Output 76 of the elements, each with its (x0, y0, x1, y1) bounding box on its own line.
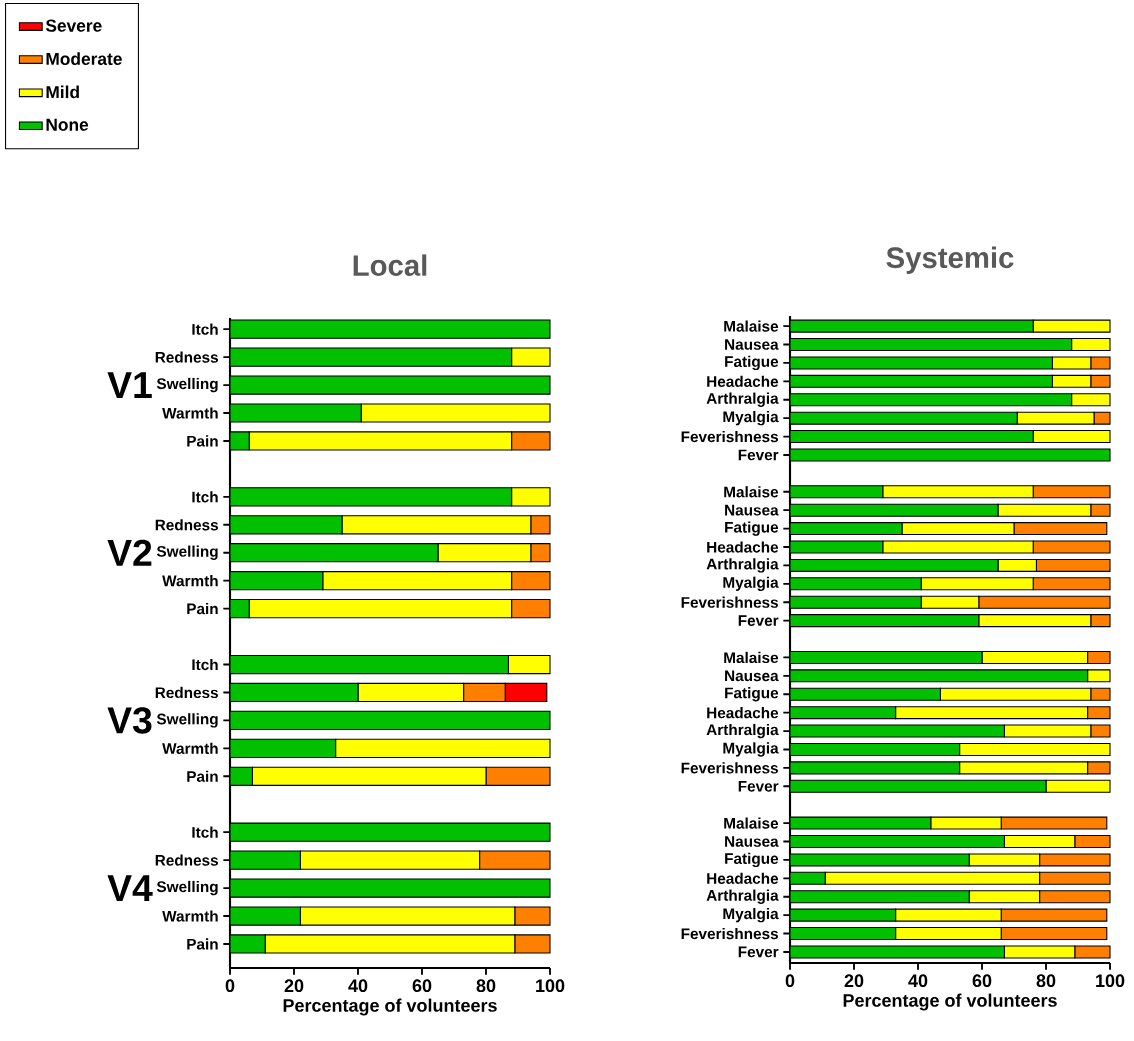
text: V3 (107, 707, 152, 734)
y-tick-label: Fatigue (725, 521, 779, 536)
y-tick-label: Itch (192, 491, 218, 503)
x-tick-label: 20 (284, 979, 304, 993)
y-tick-label: Fatigue (725, 355, 779, 371)
y-tick-label: Nausea (725, 670, 779, 682)
x-tick-label: 40 (348, 979, 368, 993)
y-tick-label: Fever (738, 449, 779, 461)
y-tick-label: Fatigue (725, 852, 779, 868)
y-tick-label: Pain (187, 938, 218, 950)
x-tick-label: 40 (908, 974, 928, 988)
y-tick-label: Redness (155, 519, 218, 531)
x-tick-label: 100 (536, 979, 565, 993)
y-tick-label: Headache (707, 872, 779, 884)
y-tick-label: Feverishness (681, 927, 778, 940)
y-tick-label: Fever (738, 780, 779, 792)
y-tick-label: Fatigue (725, 687, 779, 702)
x-axis-title: Percentage of volunteers (843, 993, 1057, 1011)
y-tick-label: Malaise (724, 486, 779, 498)
text: V4 (107, 875, 153, 901)
x-tick-label: 60 (972, 974, 992, 988)
y-tick-label: Swelling (156, 377, 218, 393)
y-tick-label: Warmth (162, 910, 218, 922)
x-axis-title: Percentage of volunteers (283, 998, 497, 1016)
y-tick-label: Headache (707, 375, 779, 387)
y-tick-label: Pain (187, 603, 218, 615)
legend-label: Moderate (46, 52, 122, 66)
y-tick-label: Pain (187, 435, 218, 447)
y-tick-label: Feverishness (681, 596, 778, 608)
y-tick-label: Warmth (162, 575, 218, 587)
legend-label: None (46, 118, 89, 131)
y-tick-label: Arthralgia (706, 889, 779, 904)
y-tick-label: Malaise (724, 817, 779, 829)
x-tick-label: 80 (476, 979, 496, 993)
x-tick-label: 0 (225, 979, 235, 993)
y-tick-label: Pain (187, 770, 218, 782)
y-tick-label: Myalgia (723, 410, 779, 426)
text: V2 (107, 539, 152, 566)
y-tick-label: Malaise (724, 651, 779, 664)
legend-label: Mild (46, 85, 79, 99)
y-tick-label: Myalgia (723, 907, 779, 923)
y-tick-label: Swelling (156, 713, 218, 728)
y-tick-label: Myalgia (723, 576, 779, 591)
y-tick-label: Arthralgia (706, 392, 779, 407)
text: V1 (107, 372, 152, 398)
y-tick-label: Arthralgia (706, 723, 779, 739)
y-tick-label: Fever (738, 946, 779, 958)
y-tick-label: Headache (707, 541, 779, 553)
chart-title: Systemic (886, 246, 1014, 274)
y-tick-label: Itch (192, 323, 218, 335)
y-tick-label: Arthralgia (706, 558, 779, 573)
y-tick-label: Myalgia (723, 742, 779, 757)
y-tick-label: Itch (192, 658, 218, 671)
y-tick-label: Headache (707, 707, 779, 719)
y-tick-label: Swelling (156, 545, 218, 560)
x-tick-label: 20 (844, 974, 864, 988)
y-tick-label: Nausea (725, 339, 779, 350)
y-tick-label: Redness (155, 854, 218, 866)
y-tick-label: Itch (192, 826, 218, 838)
y-tick-label: Feverishness (681, 430, 778, 443)
y-tick-label: Malaise (724, 320, 779, 332)
x-tick-label: 80 (1036, 974, 1056, 988)
legend-label: Severe (45, 19, 102, 32)
y-tick-label: Nausea (725, 504, 779, 516)
y-tick-label: Warmth (162, 407, 218, 419)
y-tick-label: Nausea (725, 836, 779, 847)
y-tick-label: Redness (155, 351, 218, 363)
x-tick-label: 0 (785, 974, 795, 988)
x-tick-label: 100 (1096, 974, 1125, 988)
y-tick-label: Warmth (162, 742, 218, 754)
chart-title: Local (353, 254, 427, 276)
y-tick-label: Feverishness (681, 762, 778, 774)
y-tick-label: Swelling (156, 880, 218, 896)
x-tick-label: 60 (412, 979, 432, 993)
y-tick-label: Fever (738, 615, 779, 626)
y-tick-label: Redness (155, 686, 218, 699)
